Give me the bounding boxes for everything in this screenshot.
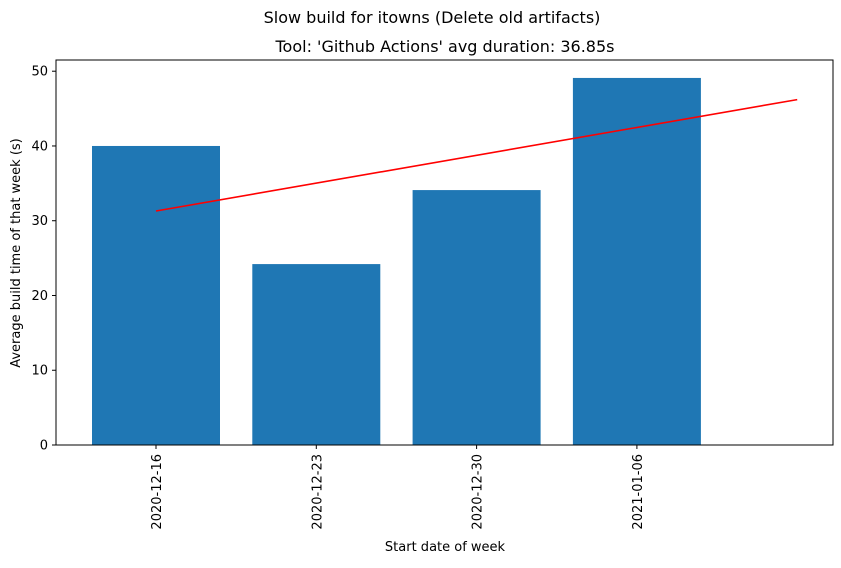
y-tick-label: 0 [40,439,48,454]
y-tick-label: 50 [31,65,48,80]
trend-line [155,98,798,212]
y-tick-label: 20 [31,289,48,304]
y-axis-label: Average build time of that week (s) [9,138,24,368]
x-tick-label: 2021-01-06 [631,454,646,530]
y-tick-label: 30 [31,214,48,229]
bar-2020-12-16 [92,145,220,445]
bar-2021-01-06 [572,77,701,446]
plot-frame [55,59,834,446]
bar-2020-12-30 [412,190,541,445]
bar-2020-12-23 [252,264,381,445]
chart-title: Tool: 'Github Actions' avg duration: 36.… [275,37,615,56]
y-tick-label: 40 [31,139,48,154]
x-tick-label: 2020-12-16 [150,454,165,530]
x-axis-label: Start date of week [385,540,506,555]
chart-suptitle: Slow build for itowns (Delete old artifa… [264,8,601,27]
x-tick-label: 2020-12-23 [310,454,325,530]
x-tick-label: 2020-12-30 [471,454,486,530]
y-tick-label: 10 [31,364,48,379]
plot-area: 0 10 20 30 40 50 2020-12-16 2020-12-23 2020-12-3… [31,65,798,530]
